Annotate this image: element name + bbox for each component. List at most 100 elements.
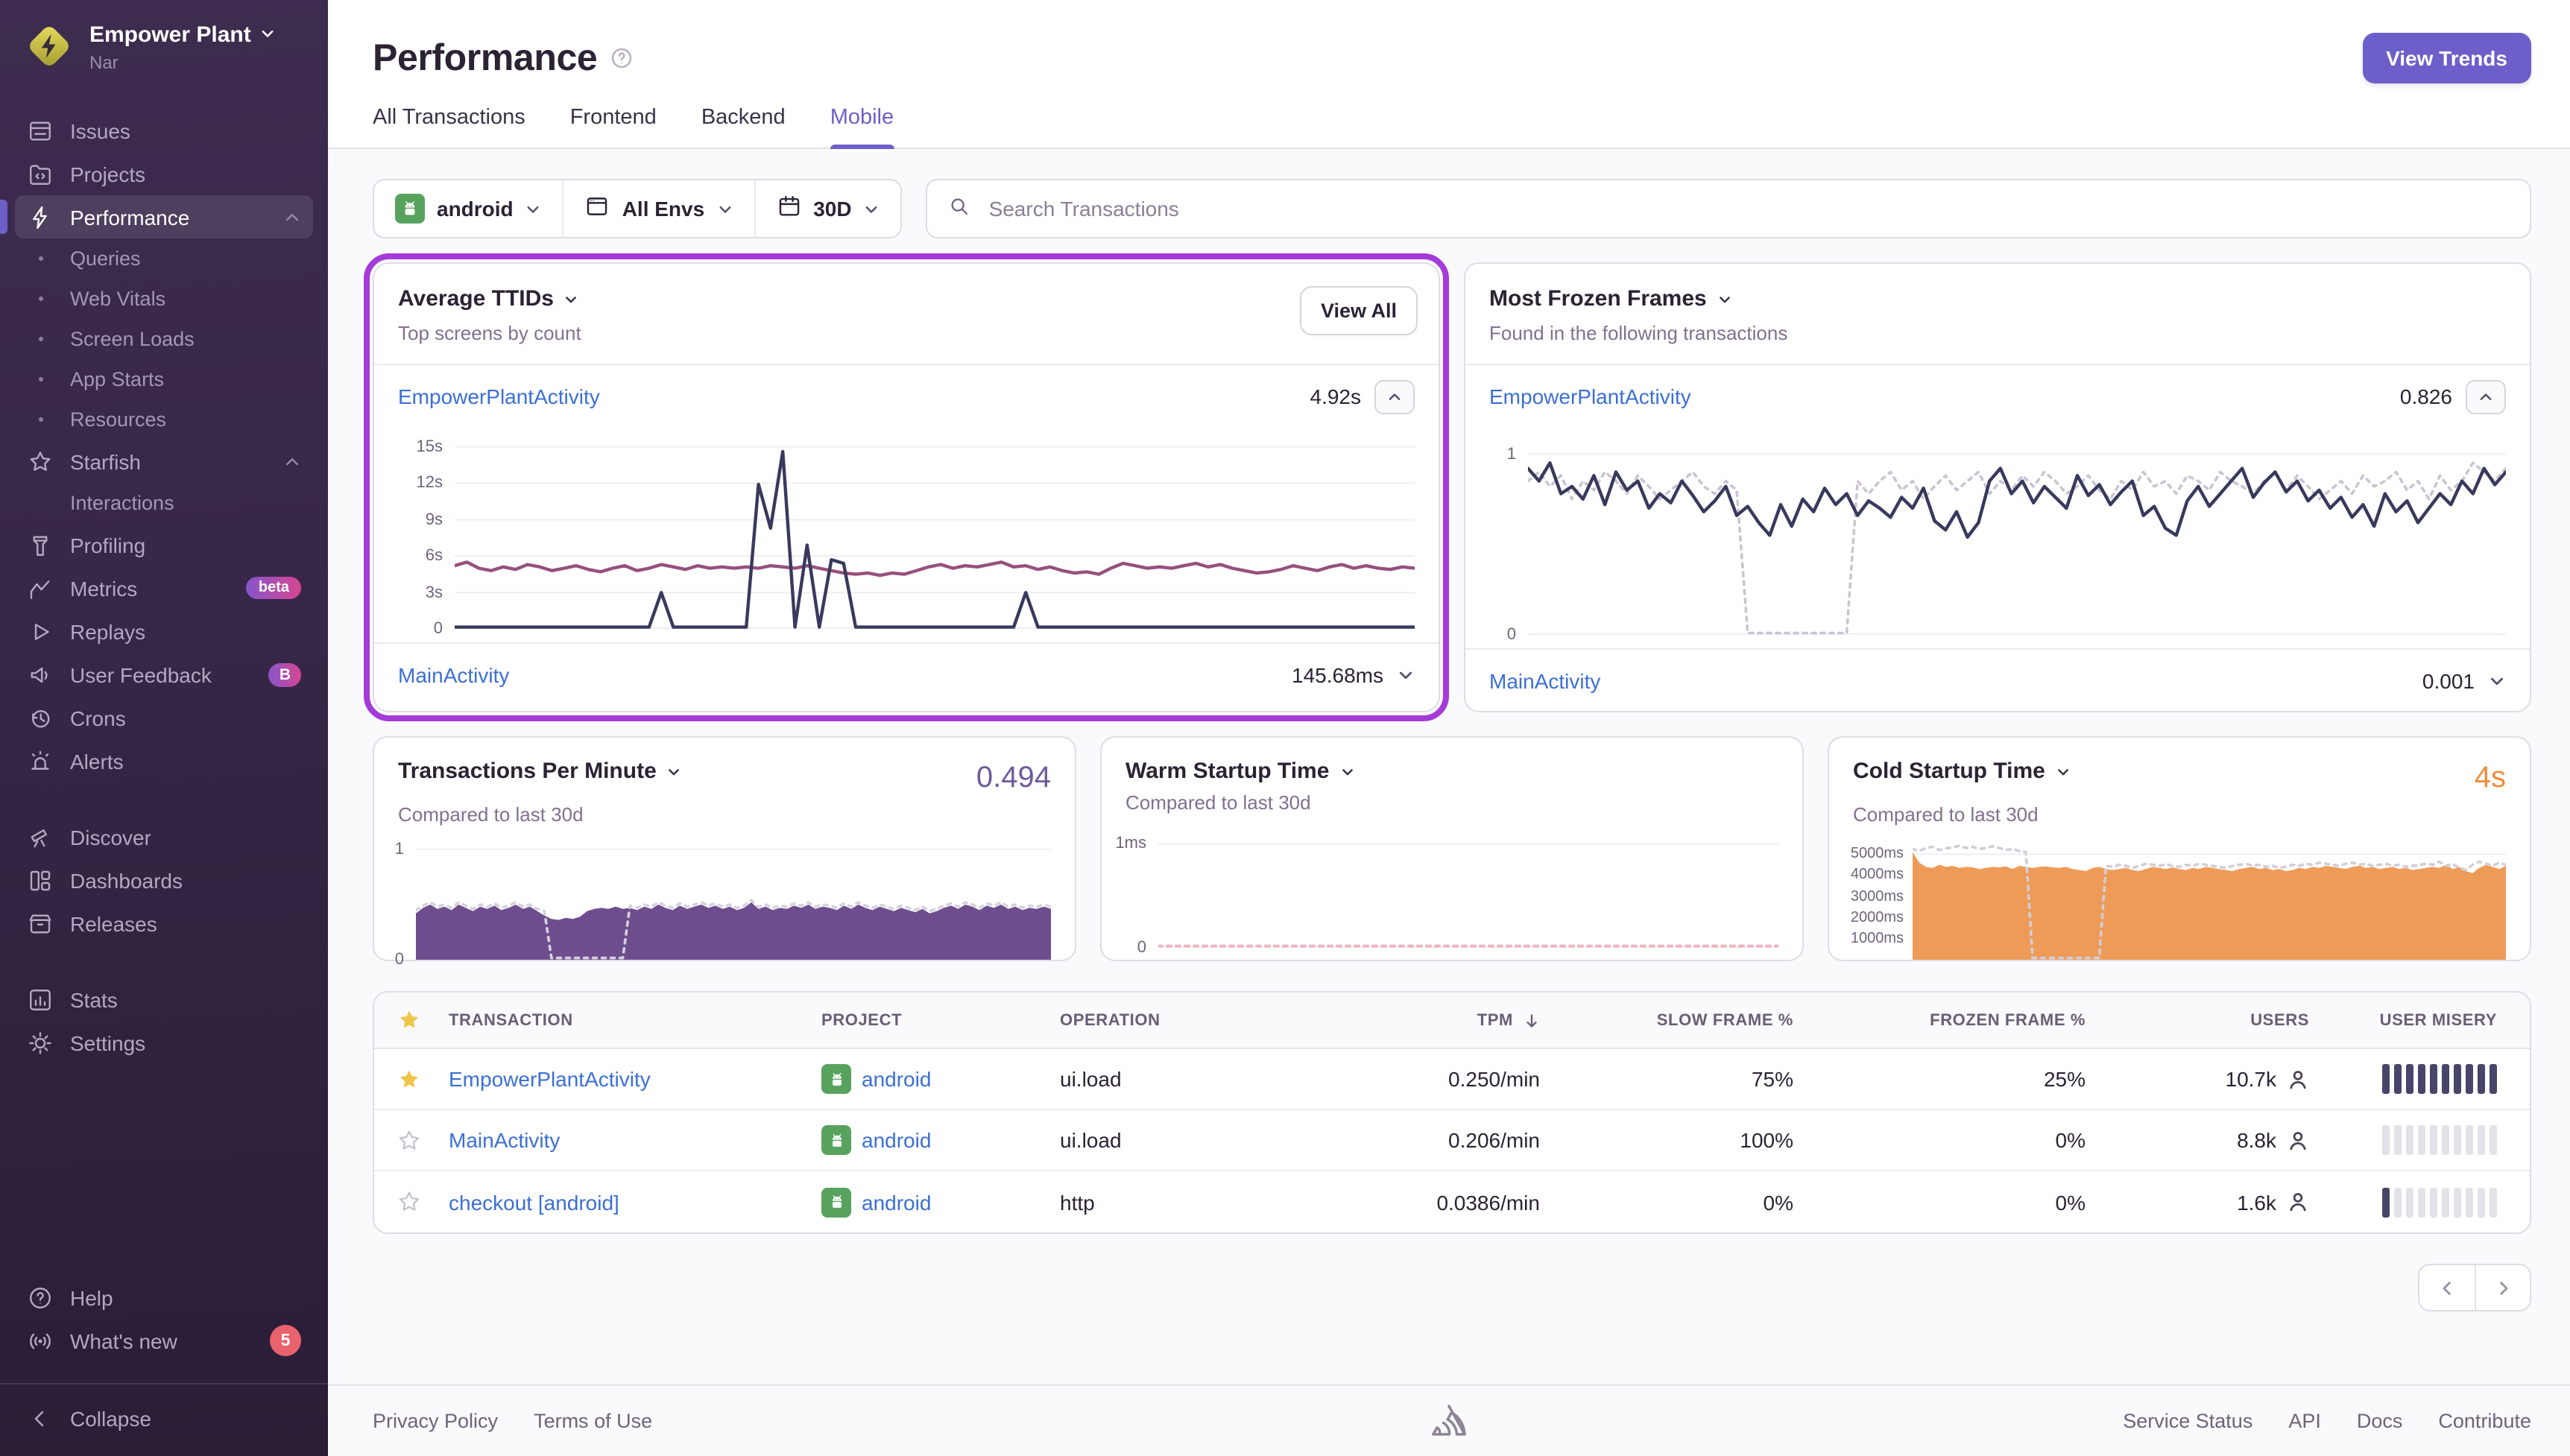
project-link[interactable]: android <box>862 1067 932 1091</box>
sidebar-item-interactions[interactable]: Interactions <box>15 483 313 523</box>
sidebar-item-projects[interactable]: Projects <box>15 152 313 195</box>
date-range-filter[interactable]: 30D <box>755 180 900 237</box>
y-axis-tick: 1 <box>1506 445 1516 463</box>
table-row: MainActivity android ui.load 0.206/min 100% 0… <box>374 1110 2530 1171</box>
sidebar-item-discover[interactable]: Discover <box>15 815 313 858</box>
sidebar-item-resources[interactable]: Resources <box>15 399 313 440</box>
api-link[interactable]: API <box>2288 1410 2321 1432</box>
card-big-value: 0.494 <box>976 762 1051 794</box>
transaction-link[interactable]: MainActivity <box>398 662 510 686</box>
org-switcher[interactable]: Empower Plant Nar <box>0 0 328 100</box>
project-filter[interactable]: android <box>374 180 564 237</box>
column-header-label: FROZEN FRAME % <box>1930 1011 2086 1029</box>
docs-link[interactable]: Docs <box>2356 1410 2403 1432</box>
view-trends-button[interactable]: View Trends <box>2362 33 2531 83</box>
sidebar-item-dashboards[interactable]: Dashboards <box>15 858 313 902</box>
frozen-frame-value: 25% <box>2043 1067 2086 1091</box>
sidebar-item-label: Projects <box>70 162 146 186</box>
sidebar-item-profiling[interactable]: Profiling <box>15 523 313 566</box>
tab-frontend[interactable]: Frontend <box>569 106 657 130</box>
sidebar-item-app-starts[interactable]: App Starts <box>15 359 313 399</box>
transaction-link[interactable]: EmpowerPlantActivity <box>1489 384 1691 408</box>
sidebar-item-replays[interactable]: Replays <box>15 610 313 653</box>
sidebar-item-user-feedback[interactable]: User Feedback B <box>15 653 313 696</box>
sidebar-item-performance[interactable]: Performance <box>0 195 313 238</box>
project-link[interactable]: android <box>862 1128 932 1152</box>
transactions-table: TRANSACTION PROJECT OPERATION TPM SLOW FRAME… <box>373 991 2531 1234</box>
contribute-link[interactable]: Contribute <box>2438 1410 2531 1432</box>
calendar-icon <box>776 194 801 224</box>
view-all-button[interactable]: View All <box>1299 286 1418 335</box>
slow-frame-value: 75% <box>1751 1067 1793 1091</box>
sidebar-item-stats[interactable]: Stats <box>15 978 313 1021</box>
search-transactions-field[interactable] <box>926 179 2531 238</box>
sidebar-item-help[interactable]: Help <box>15 1276 313 1319</box>
column-header-slow-frame[interactable]: SLOW FRAME % <box>1546 1011 1799 1029</box>
expand-row-button[interactable] <box>1397 665 1415 683</box>
service-status-link[interactable]: Service Status <box>2123 1410 2253 1432</box>
card-title-dropdown[interactable]: Transactions Per Minute <box>398 759 682 784</box>
transaction-link[interactable]: EmpowerPlantActivity <box>449 1067 651 1091</box>
transaction-link[interactable]: EmpowerPlantActivity <box>398 384 600 408</box>
card-subtitle: Compared to last 30d <box>1125 791 1311 814</box>
sidebar-item-label: Releases <box>70 911 157 935</box>
card-title-dropdown[interactable]: Average TTIDs <box>398 286 1415 311</box>
project-link[interactable]: android <box>862 1190 932 1214</box>
sidebar-item-alerts[interactable]: Alerts <box>15 739 313 782</box>
tab-backend[interactable]: Backend <box>701 106 786 130</box>
card-title-label: Most Frozen Frames <box>1489 286 1707 311</box>
environment-filter[interactable]: All Envs <box>564 180 756 237</box>
previous-page-button[interactable] <box>2419 1265 2475 1310</box>
column-header-label: TPM <box>1477 1011 1513 1029</box>
column-header-operation[interactable]: OPERATION <box>1054 1011 1352 1029</box>
privacy-policy-link[interactable]: Privacy Policy <box>373 1410 499 1432</box>
sidebar-item-label: Help <box>70 1285 113 1309</box>
sidebar-item-issues[interactable]: Issues <box>15 109 313 152</box>
transaction-link[interactable]: MainActivity <box>449 1128 561 1152</box>
expand-row-button[interactable] <box>2488 671 2506 689</box>
search-input[interactable] <box>985 195 2509 222</box>
sidebar-item-label: Web Vitals <box>70 288 166 310</box>
tab-all-transactions[interactable]: All Transactions <box>373 106 525 130</box>
sidebar-item-web-vitals[interactable]: Web Vitals <box>15 279 313 319</box>
star-outline-icon[interactable] <box>374 1127 443 1153</box>
column-header-user-misery[interactable]: USER MISERY <box>2315 1011 2530 1029</box>
sidebar-item-what-s-new[interactable]: What's new 5 <box>15 1319 313 1362</box>
column-header-project[interactable]: PROJECT <box>815 1011 1054 1029</box>
transaction-link[interactable]: MainActivity <box>1489 668 1601 692</box>
help-circle-icon[interactable] <box>609 46 633 70</box>
card-title-dropdown[interactable]: Cold Startup Time <box>1853 759 2071 784</box>
user-misery-bars <box>2382 1064 2497 1094</box>
sidebar-item-screen-loads[interactable]: Screen Loads <box>15 319 313 359</box>
sidebar-item-starfish[interactable]: Starfish <box>15 440 313 483</box>
sidebar-item-label: Replays <box>70 619 146 643</box>
collapse-row-button[interactable] <box>2466 379 2506 414</box>
transaction-link[interactable]: checkout [android] <box>449 1190 619 1214</box>
sidebar-item-crons[interactable]: Crons <box>15 696 313 739</box>
terms-of-use-link[interactable]: Terms of Use <box>534 1410 653 1432</box>
badge-5: 5 <box>270 1325 301 1356</box>
star-filled-icon[interactable] <box>374 1066 443 1092</box>
column-header-tpm[interactable]: TPM <box>1352 1011 1546 1029</box>
collapse-row-button[interactable] <box>1374 379 1415 414</box>
star-column-header[interactable] <box>374 1007 443 1033</box>
card-title-dropdown[interactable]: Warm Startup Time <box>1125 759 1354 784</box>
bullet-dot <box>27 245 54 272</box>
help-icon <box>27 1284 54 1311</box>
column-header-frozen-frame[interactable]: FROZEN FRAME % <box>1799 1011 2091 1029</box>
sidebar-item-label: Performance <box>70 205 190 229</box>
sidebar-item-collapse[interactable]: Collapse <box>15 1393 313 1444</box>
column-header-users[interactable]: USERS <box>2091 1011 2315 1029</box>
sidebar-item-releases[interactable]: Releases <box>15 902 313 945</box>
sidebar-item-settings[interactable]: Settings <box>15 1021 313 1064</box>
sidebar-item-metrics[interactable]: Metrics beta <box>15 566 313 610</box>
sidebar-item-queries[interactable]: Queries <box>15 238 313 279</box>
next-page-button[interactable] <box>2475 1265 2530 1310</box>
star-outline-icon[interactable] <box>374 1189 443 1215</box>
table-header-row: TRANSACTION PROJECT OPERATION TPM SLOW FRAME… <box>374 993 2530 1049</box>
sidebar-item-label: What's new <box>70 1329 177 1352</box>
user-misery-bars <box>2382 1125 2497 1155</box>
tab-mobile[interactable]: Mobile <box>830 106 894 149</box>
column-header-transaction[interactable]: TRANSACTION <box>443 1011 815 1029</box>
card-title-dropdown[interactable]: Most Frozen Frames <box>1489 286 2506 311</box>
